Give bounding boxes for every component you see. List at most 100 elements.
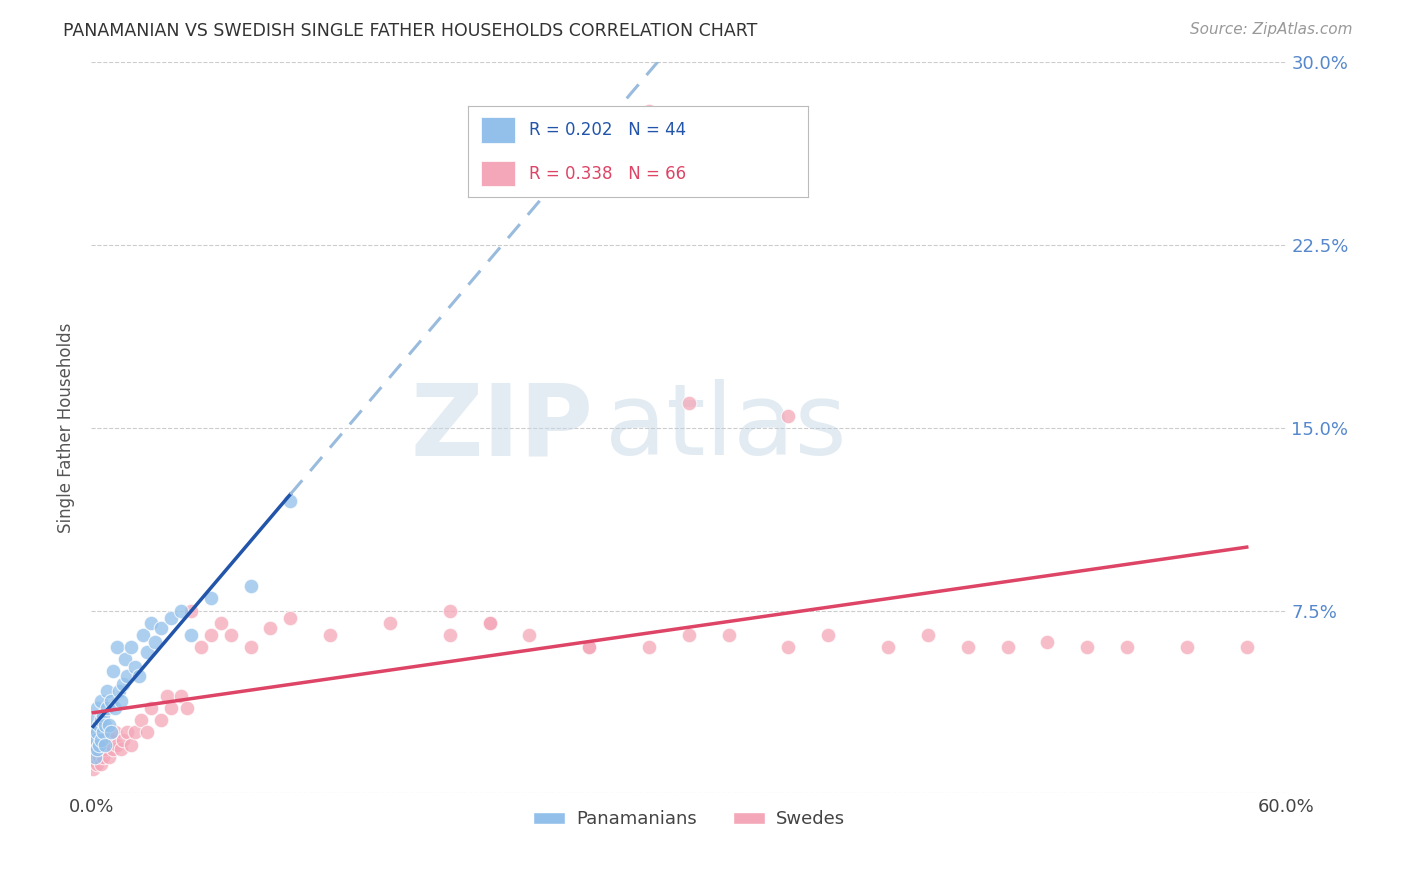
Point xyxy=(86,742,108,756)
Point xyxy=(115,725,138,739)
Point xyxy=(917,628,939,642)
Point xyxy=(101,742,124,756)
Point xyxy=(280,611,302,625)
Point xyxy=(94,738,117,752)
Y-axis label: Single Father Households: Single Father Households xyxy=(58,323,75,533)
Point xyxy=(104,701,127,715)
Point xyxy=(91,732,114,747)
Point xyxy=(94,718,117,732)
Point xyxy=(91,708,114,723)
Point xyxy=(136,645,159,659)
Point xyxy=(439,603,461,617)
Point xyxy=(200,591,222,606)
Point xyxy=(139,615,162,630)
Point xyxy=(219,628,242,642)
Point xyxy=(817,628,839,642)
Point xyxy=(180,628,202,642)
Point xyxy=(578,640,600,654)
Point xyxy=(112,676,135,690)
Point xyxy=(209,615,232,630)
Text: PANAMANIAN VS SWEDISH SINGLE FATHER HOUSEHOLDS CORRELATION CHART: PANAMANIAN VS SWEDISH SINGLE FATHER HOUS… xyxy=(63,22,758,40)
Point xyxy=(84,749,107,764)
Point xyxy=(87,732,110,747)
Point xyxy=(160,701,183,715)
Point xyxy=(86,742,108,756)
Point xyxy=(190,640,212,654)
Point xyxy=(149,621,172,635)
Point xyxy=(114,652,136,666)
Point xyxy=(439,628,461,642)
Point xyxy=(87,718,110,732)
Point xyxy=(239,640,262,654)
Point xyxy=(90,713,112,727)
Text: ZIP: ZIP xyxy=(411,379,593,476)
Text: Source: ZipAtlas.com: Source: ZipAtlas.com xyxy=(1189,22,1353,37)
Point xyxy=(82,725,104,739)
Point xyxy=(84,732,107,747)
Point xyxy=(997,640,1019,654)
Point xyxy=(84,738,107,752)
Point xyxy=(1236,640,1258,654)
Point xyxy=(1116,640,1139,654)
Point xyxy=(96,738,118,752)
Point xyxy=(170,689,193,703)
Point xyxy=(143,635,166,649)
Point xyxy=(98,718,121,732)
Point xyxy=(280,494,302,508)
Point xyxy=(90,738,112,752)
Point xyxy=(638,640,661,654)
Point xyxy=(94,742,117,756)
Point xyxy=(82,762,104,776)
Point xyxy=(115,669,138,683)
Point xyxy=(90,694,112,708)
Point xyxy=(120,640,142,654)
Point xyxy=(678,628,700,642)
Point xyxy=(90,732,112,747)
Point xyxy=(90,757,112,772)
Point xyxy=(94,725,117,739)
Point xyxy=(87,749,110,764)
Point xyxy=(128,669,150,683)
Point xyxy=(104,725,127,739)
Point xyxy=(519,628,541,642)
Point xyxy=(478,615,501,630)
Point xyxy=(108,684,131,698)
Point xyxy=(132,628,155,642)
Point xyxy=(578,640,600,654)
Point xyxy=(82,738,104,752)
Point xyxy=(100,732,122,747)
Point xyxy=(170,603,193,617)
Point xyxy=(91,749,114,764)
Point xyxy=(259,621,281,635)
Point xyxy=(98,749,121,764)
Point xyxy=(139,701,162,715)
Point xyxy=(378,615,401,630)
Point xyxy=(101,665,124,679)
Point xyxy=(717,628,740,642)
Point xyxy=(1036,635,1059,649)
Point xyxy=(86,701,108,715)
Point xyxy=(124,659,146,673)
Point xyxy=(160,611,183,625)
Point xyxy=(96,684,118,698)
Point xyxy=(319,628,342,642)
Point xyxy=(129,713,152,727)
Point xyxy=(86,757,108,772)
Point xyxy=(239,579,262,593)
Point xyxy=(149,713,172,727)
Point xyxy=(956,640,979,654)
Point xyxy=(778,409,800,423)
Point xyxy=(1076,640,1098,654)
Point xyxy=(91,725,114,739)
Point xyxy=(678,396,700,410)
Point xyxy=(105,738,128,752)
Point xyxy=(877,640,900,654)
Legend: Panamanians, Swedes: Panamanians, Swedes xyxy=(526,803,852,836)
Point xyxy=(100,725,122,739)
Point xyxy=(120,738,142,752)
Point xyxy=(86,725,108,739)
Point xyxy=(1175,640,1198,654)
Point xyxy=(156,689,179,703)
Point xyxy=(84,749,107,764)
Point xyxy=(96,701,118,715)
